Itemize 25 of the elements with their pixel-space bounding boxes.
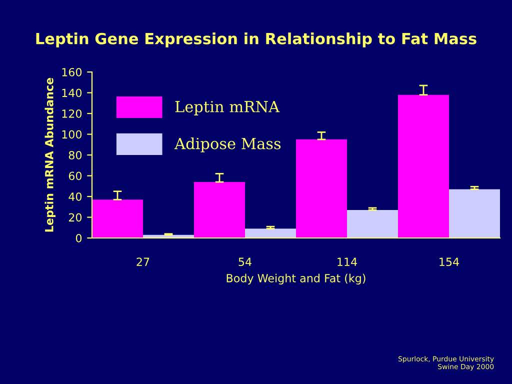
bar: [449, 189, 500, 238]
x-tick-label: 114: [338, 258, 357, 266]
bar: [296, 139, 347, 238]
y-tick-label: 20: [68, 213, 82, 222]
y-tick-label: 120: [62, 109, 82, 118]
x-tick-label: 154: [440, 258, 459, 266]
x-axis-title: Body Weight and Fat (kg): [226, 274, 366, 285]
bar: [398, 94, 449, 238]
x-tick-label: 54: [238, 258, 252, 266]
bar: [194, 182, 245, 238]
y-tick-label: 60: [68, 172, 82, 180]
y-tick-label: 160: [62, 68, 82, 76]
bar: [245, 228, 296, 238]
bar: [92, 200, 143, 238]
y-tick-label: 40: [68, 192, 82, 201]
legend-label: Leptin mRNA: [175, 100, 280, 116]
chart-title: Leptin Gene Expression in Relationship to Fat Mass: [36, 32, 476, 48]
y-tick-label: 100: [62, 130, 82, 139]
bar: [347, 210, 398, 238]
legend-label: Adipose Mass: [174, 137, 281, 152]
y-tick-label: 80: [68, 150, 82, 160]
y-axis-title: Leptin mRNA Abundance: [44, 78, 56, 232]
x-tick-label: 27: [136, 258, 150, 266]
y-tick-label: 140: [62, 88, 82, 98]
y-tick-label: 0: [76, 234, 82, 242]
